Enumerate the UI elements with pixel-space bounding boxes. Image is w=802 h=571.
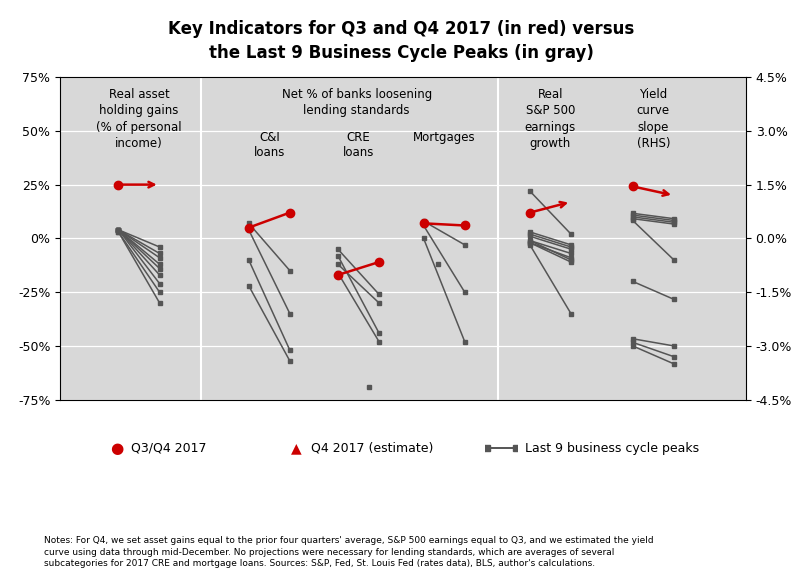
Text: Last 9 business cycle peaks: Last 9 business cycle peaks: [525, 442, 699, 455]
Text: Real
S&P 500
earnings
growth: Real S&P 500 earnings growth: [525, 88, 576, 150]
Text: Notes: For Q4, we set asset gains equal to the prior four quarters' average, S&P: Notes: For Q4, we set asset gains equal …: [44, 536, 654, 568]
Text: Mortgages: Mortgages: [413, 131, 476, 144]
Text: C&I
loans: C&I loans: [253, 131, 285, 159]
Text: ▲: ▲: [291, 441, 302, 455]
Text: ●: ●: [110, 441, 123, 456]
Text: CRE
loans: CRE loans: [342, 131, 374, 159]
Text: Yield
curve
slope
(RHS): Yield curve slope (RHS): [637, 88, 670, 150]
Text: Q3/Q4 2017: Q3/Q4 2017: [131, 442, 206, 455]
Text: Key Indicators for Q3 and Q4 2017 (in red) versus
the Last 9 Business Cycle Peak: Key Indicators for Q3 and Q4 2017 (in re…: [168, 20, 634, 62]
Text: Q4 2017 (estimate): Q4 2017 (estimate): [311, 442, 434, 455]
Text: Real asset
holding gains
(% of personal
income): Real asset holding gains (% of personal …: [96, 88, 182, 150]
Text: Net % of banks loosening
lending standards: Net % of banks loosening lending standar…: [282, 88, 431, 117]
